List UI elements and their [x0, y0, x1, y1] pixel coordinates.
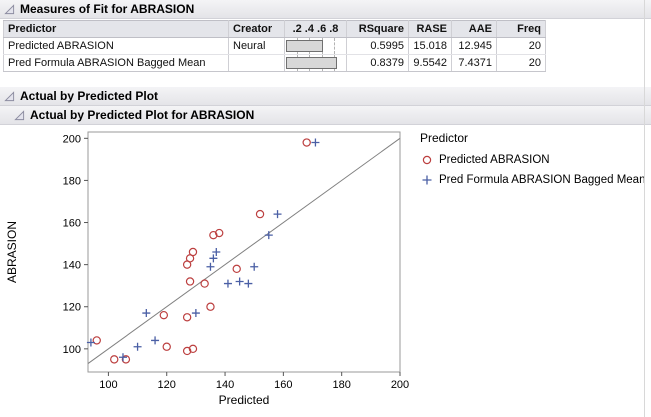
y-tick-label: 200	[63, 133, 81, 145]
measures-of-fit-title: Measures of Fit for ABRASION	[20, 2, 195, 16]
disclosure-triangle-icon[interactable]	[4, 90, 15, 102]
scatter-point-plus[interactable]	[209, 254, 218, 263]
scatter-point-circle[interactable]	[92, 336, 101, 345]
scatter-point-circle[interactable]	[110, 355, 119, 364]
measures-of-fit-header[interactable]: Measures of Fit for ABRASION	[0, 0, 651, 19]
scatter-point-circle[interactable]	[188, 344, 198, 354]
plot-frame	[87, 131, 401, 373]
rase-cell: 9.5542	[408, 54, 452, 72]
disclosure-triangle-icon[interactable]	[4, 3, 15, 15]
scatter-point-circle[interactable]	[188, 247, 198, 257]
rsquare-cell: 0.8379	[346, 54, 409, 72]
scatter-point-circle[interactable]	[185, 277, 195, 286]
measures-of-fit-table: Predictor Creator .2 .4 .6 .8 RSquare RA…	[3, 20, 546, 72]
y-tick-label: 140	[63, 260, 81, 272]
actual-by-predicted-abrasion-title: Actual by Predicted Plot for ABRASION	[30, 108, 255, 122]
table-row: Predicted ABRASION Neural 0.5995 15.018 …	[3, 37, 546, 55]
rsquare-bar-cell	[284, 37, 347, 55]
x-tick-label: 160	[274, 379, 292, 391]
scatter-point-plus[interactable]	[206, 262, 215, 271]
x-tick-label: 100	[99, 379, 117, 391]
aae-cell: 12.945	[451, 37, 497, 55]
scatter-point-circle[interactable]	[121, 355, 131, 364]
scatter-point-circle[interactable]	[232, 264, 241, 274]
scatter-point-circle[interactable]	[209, 230, 218, 240]
scatter-point-plus[interactable]	[235, 277, 244, 286]
scatter-point-circle[interactable]	[255, 209, 265, 219]
col-header-rsquare: RSquare	[346, 20, 409, 38]
actual-by-predicted-abrasion-header[interactable]: Actual by Predicted Plot for ABRASION	[0, 106, 651, 125]
col-header-aae: AAE	[451, 20, 497, 38]
rsquare-bar	[286, 40, 323, 52]
y-tick-label: 160	[63, 218, 81, 230]
legend-item[interactable]: Pred Formula ABRASION Bagged Mean	[420, 170, 645, 190]
rsquare-cell: 0.5995	[346, 37, 409, 55]
identity-reference-line	[87, 137, 401, 364]
y-axis-label: ABRASION	[5, 221, 19, 283]
scatter-point-plus[interactable]	[223, 279, 232, 288]
scatter-point-circle[interactable]	[302, 138, 311, 147]
creator-cell	[228, 54, 285, 72]
col-header-freq: Freq	[496, 20, 546, 38]
disclosure-triangle-icon[interactable]	[14, 109, 25, 121]
scatter-point-circle[interactable]	[162, 342, 171, 351]
legend-item[interactable]: Predicted ABRASION	[420, 150, 645, 170]
x-tick-label: 180	[333, 379, 351, 391]
plot-legend: Predictor Predicted ABRASION Pred Formul…	[420, 131, 645, 190]
legend-circle-icon	[422, 155, 432, 165]
scatter-point-circle[interactable]	[159, 310, 169, 320]
predictor-cell: Predicted ABRASION	[3, 37, 229, 55]
table-header-row: Predictor Creator .2 .4 .6 .8 RSquare RA…	[3, 20, 546, 38]
scatter-point-plus[interactable]	[118, 353, 127, 362]
y-tick-label: 100	[63, 344, 81, 356]
creator-cell: Neural	[228, 37, 285, 55]
x-tick-label: 200	[391, 379, 409, 391]
scatter-point-plus[interactable]	[311, 138, 320, 147]
scatter-point-circle[interactable]	[206, 302, 215, 311]
legend-item-label: Predicted ABRASION	[439, 154, 550, 166]
scatter-point-plus[interactable]	[133, 342, 142, 351]
rsquare-bar-cell	[284, 54, 347, 72]
table-row: Pred Formula ABRASION Bagged Mean 0.8379…	[3, 54, 546, 72]
freq-cell: 20	[496, 54, 546, 72]
y-tick-label: 180	[63, 175, 81, 187]
rase-cell: 15.018	[408, 37, 452, 55]
scatter-point-circle[interactable]	[182, 346, 192, 356]
col-header-bar-scale: .2 .4 .6 .8	[284, 20, 347, 38]
scatter-point-plus[interactable]	[273, 210, 282, 219]
actual-by-predicted-title: Actual by Predicted Plot	[20, 89, 159, 103]
x-tick-label: 140	[216, 379, 234, 391]
legend-title: Predictor	[420, 131, 469, 145]
scatter-point-plus[interactable]	[86, 338, 95, 347]
rsquare-bar	[286, 57, 338, 69]
scatter-point-plus[interactable]	[250, 262, 259, 271]
scatter-plot: 100 120 140 160 180 200 100 120 140 160 180 200 Pred…	[5, 131, 409, 407]
y-tick-label: 120	[63, 302, 81, 314]
scatter-point-plus[interactable]	[244, 279, 253, 288]
scatter-point-circle[interactable]	[182, 313, 192, 322]
scatter-point-plus[interactable]	[151, 336, 160, 345]
freq-cell: 20	[496, 37, 546, 55]
aae-cell: 7.4371	[451, 54, 497, 72]
predictor-cell: Pred Formula ABRASION Bagged Mean	[3, 54, 229, 72]
x-axis-label: Predicted	[219, 393, 270, 407]
col-header-creator: Creator	[228, 20, 285, 38]
scatter-point-plus[interactable]	[191, 309, 200, 318]
scatter-point-plus[interactable]	[212, 248, 221, 256]
pane-splitter[interactable]	[644, 0, 645, 417]
scatter-point-circle[interactable]	[215, 228, 224, 238]
legend-plus-icon	[422, 175, 432, 185]
actual-by-predicted-header[interactable]: Actual by Predicted Plot	[0, 87, 651, 106]
col-header-rase: RASE	[408, 20, 452, 38]
scatter-point-plus[interactable]	[142, 309, 151, 318]
x-tick-label: 120	[158, 379, 176, 391]
col-header-predictor: Predictor	[3, 20, 229, 38]
legend-item-label: Pred Formula ABRASION Bagged Mean	[439, 174, 646, 186]
scatter-point-circle[interactable]	[200, 279, 209, 288]
scatter-point-plus[interactable]	[264, 231, 273, 240]
